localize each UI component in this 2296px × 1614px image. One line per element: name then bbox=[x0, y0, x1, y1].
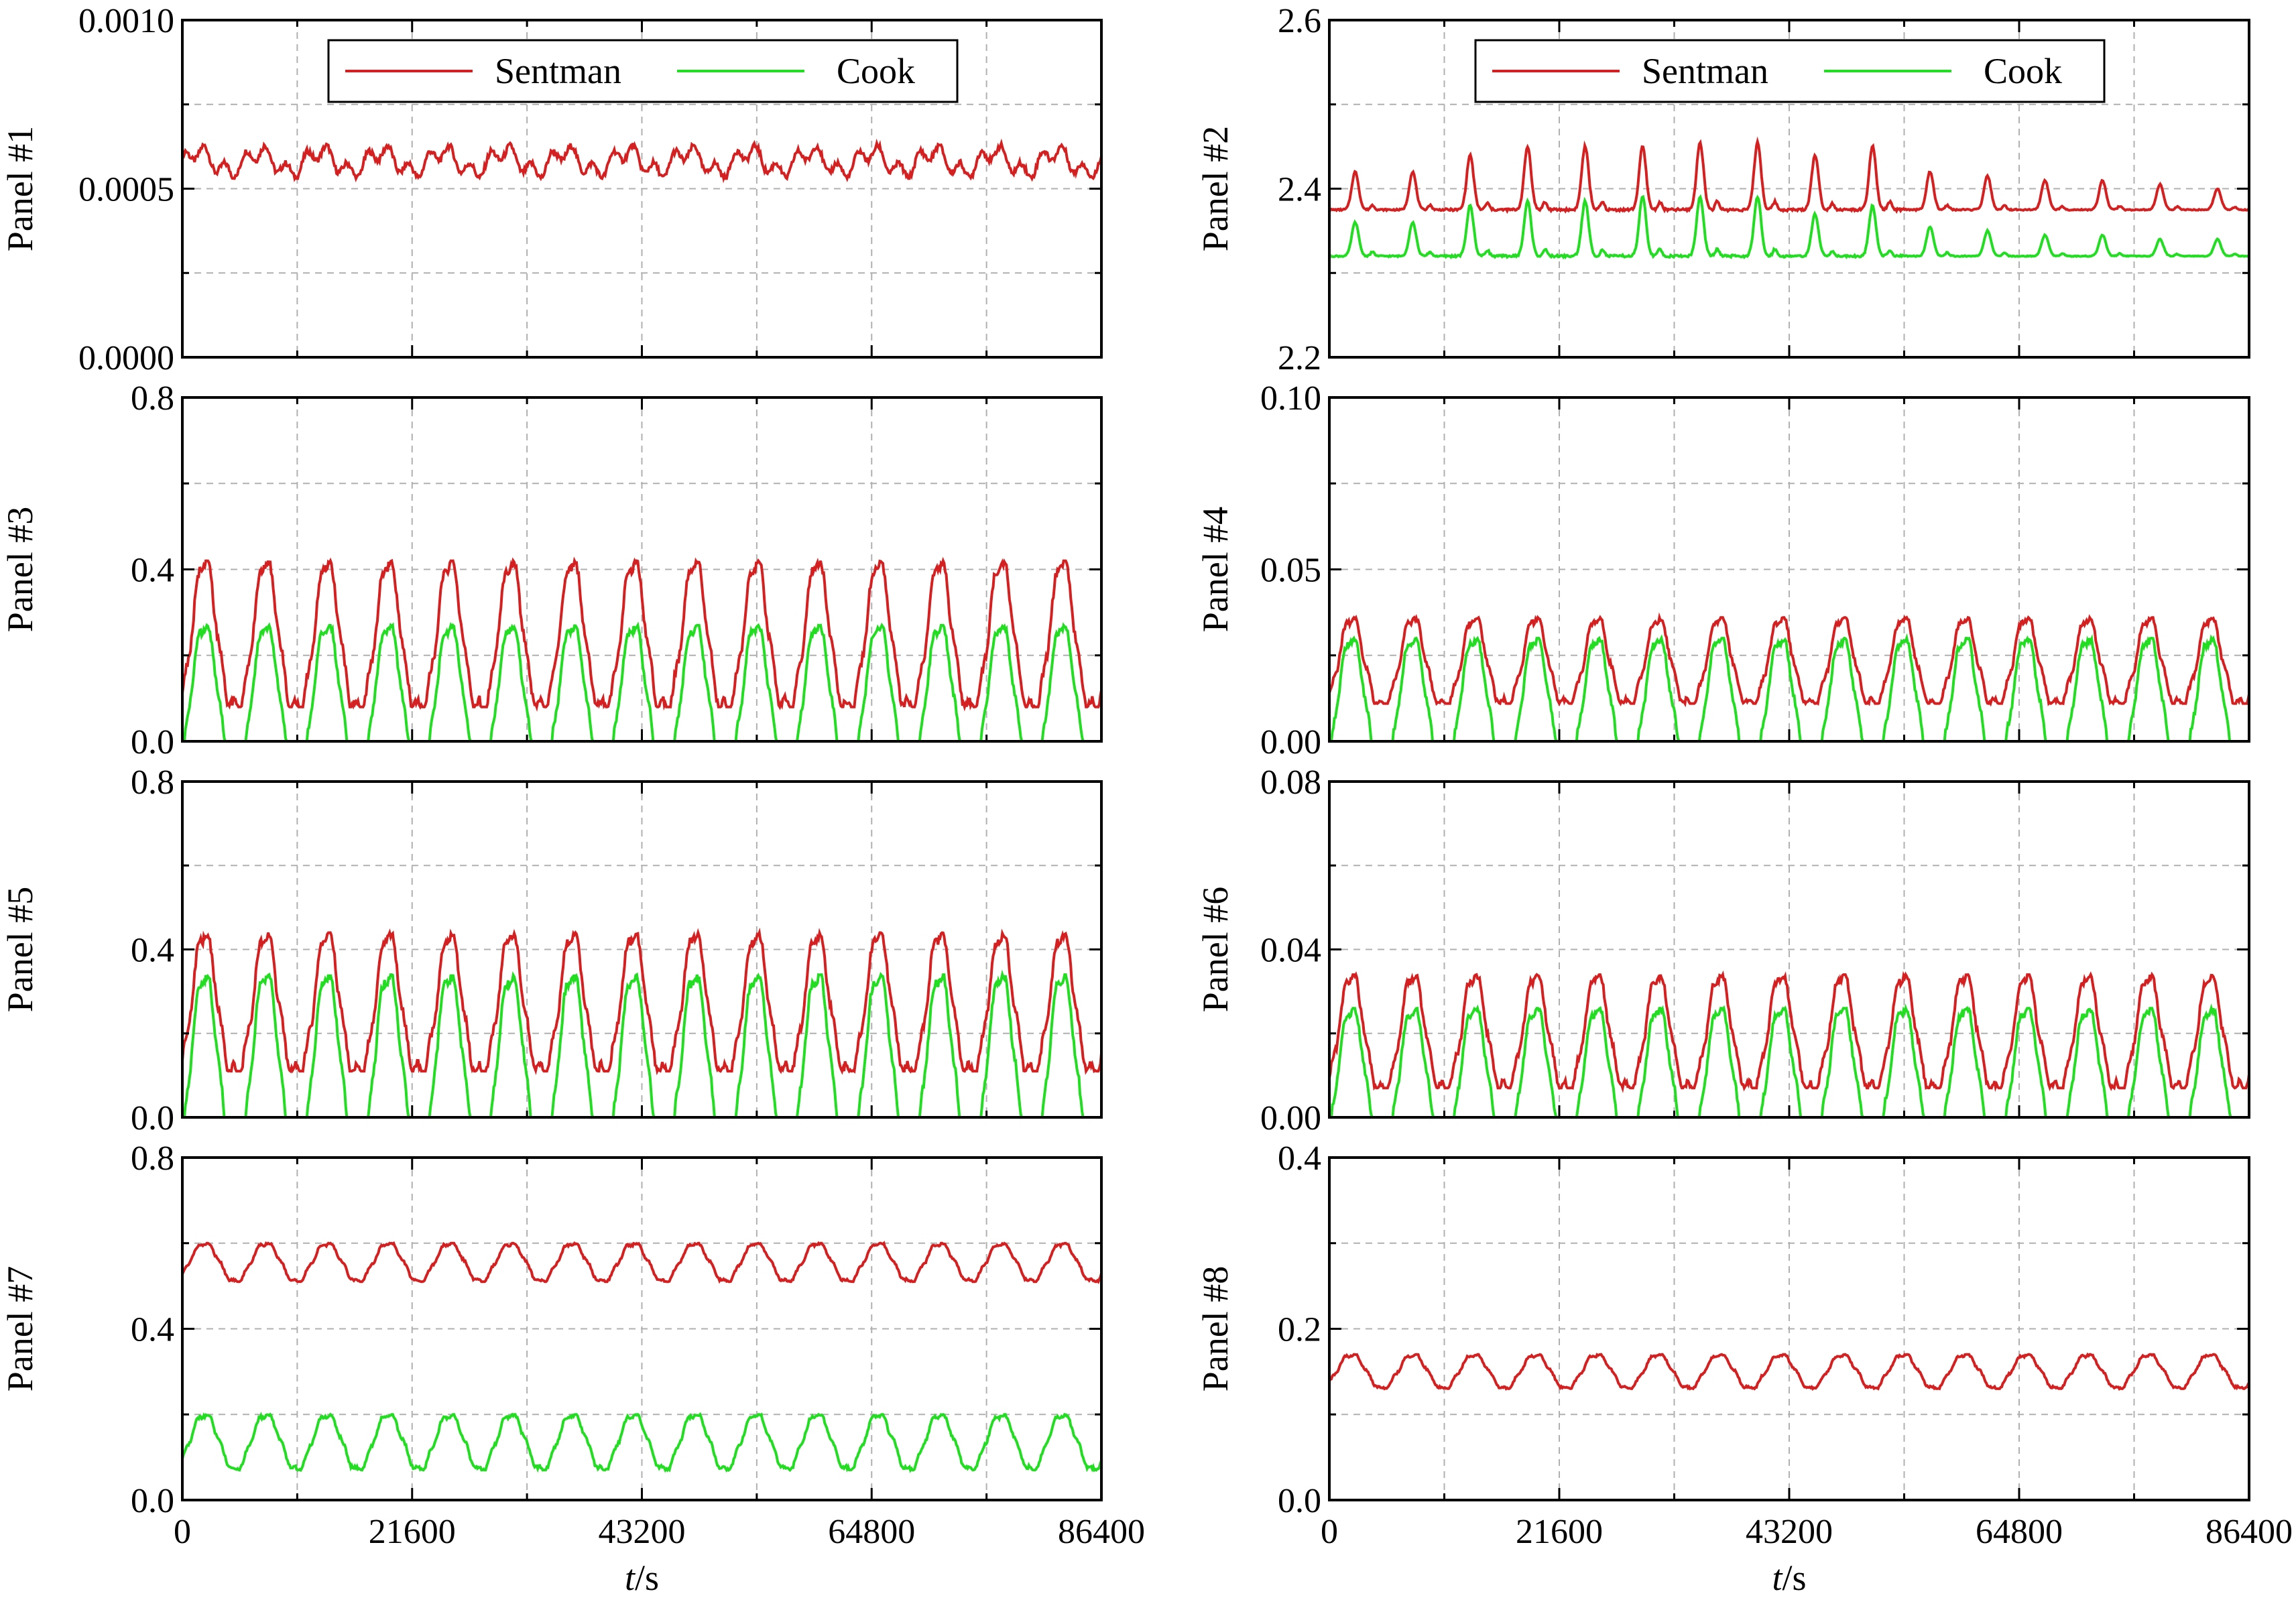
series-line-sentman bbox=[1329, 1352, 2249, 1391]
y-tick-label: 0.0 bbox=[131, 1482, 174, 1520]
y-tick-label: 0.04 bbox=[1260, 932, 1321, 970]
x-axis-label: t/s bbox=[1772, 1558, 1806, 1598]
x-tick-label: 0 bbox=[174, 1513, 191, 1551]
y-tick-label: 0.0010 bbox=[78, 2, 174, 40]
y-tick-label: 2.2 bbox=[1278, 339, 1321, 377]
x-axis-label-symbol: t bbox=[1772, 1558, 1783, 1598]
y-tick-label: 0.0000 bbox=[78, 339, 174, 377]
legend-label-sentman: Sentman bbox=[495, 51, 621, 91]
series-line-sentman bbox=[182, 138, 1101, 184]
panel-1: 0.0000 0.0005 0.0010 Panel #1 Sentman Cook bbox=[0, 2, 1103, 377]
x-tick-label: 64800 bbox=[1976, 1513, 2063, 1551]
y-axis-label: Panel #8 bbox=[1195, 1266, 1235, 1391]
y-tick-label: 0.0 bbox=[131, 1099, 174, 1137]
y-tick-label: 0.00 bbox=[1260, 1099, 1321, 1137]
x-axis-label: t/s bbox=[625, 1558, 659, 1598]
y-tick-label: 0.05 bbox=[1260, 552, 1321, 590]
series-line-cook bbox=[182, 1412, 1101, 1473]
series-line-sentman bbox=[182, 556, 1101, 712]
x-tick-label: 0 bbox=[1321, 1513, 1338, 1551]
x-tick-label: 86400 bbox=[1058, 1513, 1145, 1551]
y-tick-label: 0.0 bbox=[131, 723, 174, 761]
series-line-cook bbox=[182, 969, 1101, 1117]
y-tick-label: 0.00 bbox=[1260, 723, 1321, 761]
legend-label-cook: Cook bbox=[837, 51, 915, 91]
y-tick-label: 0.08 bbox=[1260, 763, 1321, 802]
x-axis-label-unit: /s bbox=[635, 1558, 659, 1598]
panel-2: 2.2 2.4 2.6 Panel #2 Sentman Cook bbox=[1195, 2, 2250, 377]
y-tick-label: 2.6 bbox=[1278, 2, 1321, 40]
x-axis-label-symbol: t bbox=[625, 1558, 636, 1598]
y-tick-label: 0.4 bbox=[131, 1311, 174, 1349]
y-axis-label: Panel #5 bbox=[0, 887, 40, 1012]
y-axis-label: Panel #1 bbox=[0, 126, 40, 251]
y-axis-label: Panel #7 bbox=[0, 1266, 40, 1391]
y-tick-label: 2.4 bbox=[1278, 171, 1321, 209]
panel-4: 0.00 0.05 0.10 Panel #4 bbox=[1195, 379, 2250, 761]
panel-5: 0.0 0.4 0.8 Panel #5 bbox=[0, 763, 1103, 1137]
legend: Sentman Cook bbox=[327, 39, 959, 103]
y-axis-label: Panel #2 bbox=[1195, 126, 1235, 251]
y-tick-label: 0.4 bbox=[1278, 1139, 1321, 1178]
series-line-sentman bbox=[1329, 136, 2249, 214]
x-tick-label: 86400 bbox=[2206, 1513, 2293, 1551]
y-axis-label: Panel #4 bbox=[1195, 507, 1235, 632]
series-line-cook bbox=[1329, 1003, 2249, 1117]
y-tick-label: 0.0 bbox=[1278, 1482, 1321, 1520]
y-tick-label: 0.4 bbox=[131, 552, 174, 590]
y-tick-label: 0.8 bbox=[131, 379, 174, 418]
y-tick-label: 0.4 bbox=[131, 932, 174, 970]
y-axis-label: Panel #6 bbox=[1195, 887, 1235, 1012]
panel-7: 0.0 0.4 0.8 Panel #7 0 21600 43200 64800 86400 t/… bbox=[0, 1139, 1145, 1598]
x-tick-label: 21600 bbox=[369, 1513, 456, 1551]
x-axis-label-unit: /s bbox=[1782, 1558, 1806, 1598]
x-tick-label: 21600 bbox=[1516, 1513, 1603, 1551]
y-tick-label: 0.10 bbox=[1260, 379, 1321, 418]
y-tick-label: 0.8 bbox=[131, 763, 174, 802]
panel-6: 0.00 0.04 0.08 Panel #6 bbox=[1195, 763, 2250, 1137]
series-line-sentman bbox=[182, 927, 1101, 1076]
series-line-cook bbox=[1329, 633, 2249, 741]
series-line-sentman bbox=[1329, 612, 2249, 708]
legend-label-cook: Cook bbox=[1984, 51, 2062, 91]
panel-3: 0.0 0.4 0.8 Panel #3 bbox=[0, 379, 1103, 761]
series-line-cook bbox=[182, 621, 1101, 741]
x-tick-label: 43200 bbox=[1746, 1513, 1833, 1551]
series-line-sentman bbox=[1329, 970, 2249, 1094]
legend: Sentman Cook bbox=[1474, 39, 2106, 103]
y-tick-label: 0.0005 bbox=[78, 171, 174, 209]
series-line-cook bbox=[1329, 194, 2249, 260]
x-tick-label: 64800 bbox=[828, 1513, 915, 1551]
panel-8: 0.0 0.2 0.4 Panel #8 0 21600 43200 64800 86400 t/… bbox=[1195, 1139, 2293, 1598]
y-axis-label: Panel #3 bbox=[0, 507, 40, 632]
y-tick-label: 0.2 bbox=[1278, 1311, 1321, 1349]
y-tick-label: 0.8 bbox=[131, 1139, 174, 1178]
series-line-sentman bbox=[182, 1241, 1101, 1284]
legend-label-sentman: Sentman bbox=[1642, 51, 1768, 91]
x-tick-label: 43200 bbox=[599, 1513, 686, 1551]
